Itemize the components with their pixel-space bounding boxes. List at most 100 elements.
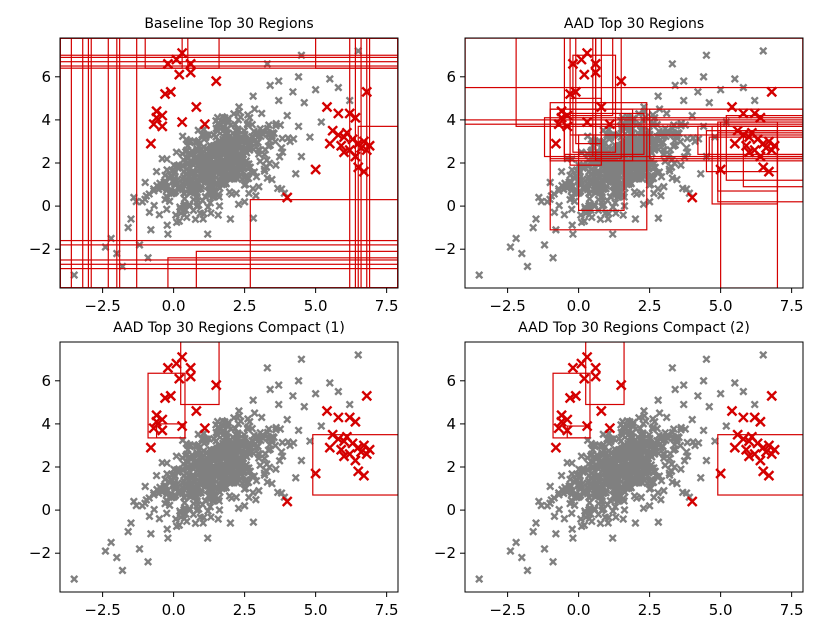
nominal-point (226, 149, 235, 158)
nominal-point (631, 453, 640, 462)
nominal-point (171, 515, 180, 524)
nominal-point (621, 450, 631, 459)
nominal-point (150, 505, 159, 514)
nominal-point (297, 152, 306, 161)
y-tick-label: 0 (446, 197, 456, 215)
nominal-point (557, 167, 566, 176)
nominal-point (641, 153, 650, 162)
nominal-point (173, 164, 183, 173)
nominal-point (645, 197, 654, 206)
region-rect (60, 38, 398, 67)
nominal-point (354, 46, 363, 55)
anomaly-point (281, 496, 293, 507)
nominal-point (547, 495, 556, 504)
nominal-point (642, 447, 651, 456)
nominal-point (554, 490, 563, 499)
nominal-point (149, 186, 158, 195)
nominal-point (672, 175, 681, 184)
region-rect (187, 38, 220, 69)
nominal-point (560, 210, 569, 219)
nominal-point (759, 46, 768, 55)
nominal-point (217, 172, 226, 181)
nominal-point (595, 173, 604, 182)
x-tick-label: 2.5 (233, 601, 257, 619)
nominal-point (649, 189, 658, 198)
nominal-point (142, 191, 151, 200)
nominal-point (146, 225, 155, 234)
region-rect (60, 38, 121, 288)
nominal-point (163, 486, 172, 495)
nominal-point (699, 426, 708, 435)
nominal-point (206, 513, 215, 522)
nominal-point (688, 415, 697, 424)
nominal-point (576, 491, 585, 500)
anomaly-point (151, 416, 162, 428)
nominal-point (235, 107, 244, 116)
nominal-point (177, 513, 186, 522)
nominal-point (567, 459, 576, 468)
nominal-point (257, 413, 266, 422)
nominal-point (662, 109, 671, 118)
nominal-point (506, 243, 515, 252)
nominal-point (235, 411, 244, 420)
nominal-point (605, 167, 614, 176)
nominal-point (256, 428, 265, 437)
nominal-point (649, 463, 658, 473)
region-rect (717, 434, 803, 496)
nominal-point (240, 197, 249, 206)
region-rect (60, 38, 84, 288)
nominal-point (249, 396, 258, 405)
nominal-point (668, 59, 677, 68)
nominal-point (236, 153, 245, 162)
nominal-point (317, 422, 326, 431)
nominal-point (609, 434, 619, 443)
nominal-point (214, 210, 223, 220)
anomaly-point (760, 142, 772, 154)
region-rect (312, 434, 398, 496)
nominal-point (529, 527, 538, 536)
x-tick-label: 5.0 (304, 297, 328, 315)
nominal-point (233, 428, 242, 438)
nominal-point (577, 522, 586, 531)
nominal-point (256, 124, 265, 133)
nominal-point (152, 471, 161, 480)
x-tick-label: 0.0 (567, 297, 591, 315)
nominal-point (141, 482, 150, 491)
anomaly-point (156, 425, 168, 436)
nominal-point (661, 461, 670, 470)
nominal-point (682, 488, 691, 498)
plot-area (70, 342, 398, 584)
nominal-point (213, 119, 222, 128)
region-rect (465, 38, 803, 89)
nominal-point (631, 214, 640, 224)
nominal-point (665, 167, 674, 176)
anomaly-point (165, 390, 177, 402)
nominal-point (145, 208, 154, 217)
nominal-point (297, 456, 306, 465)
anomaly-point (743, 450, 755, 462)
nominal-point (305, 437, 314, 446)
nominal-point (311, 389, 320, 398)
nominal-point (638, 174, 647, 183)
nominal-point (231, 424, 240, 433)
anomaly-point (561, 414, 573, 425)
nominal-point (590, 167, 599, 176)
nominal-point (191, 519, 200, 528)
anomaly-point (766, 448, 778, 460)
x-tick-label: 2.5 (638, 297, 662, 315)
nominal-point (568, 486, 577, 495)
nominal-point (195, 145, 204, 154)
x-tick-label: 7.5 (375, 297, 399, 315)
nominal-point (682, 184, 691, 194)
nominal-point (540, 544, 549, 553)
nominal-point (254, 182, 263, 191)
nominal-point (219, 441, 228, 450)
nominal-point (654, 396, 663, 405)
nominal-point (619, 514, 628, 524)
region-rect (595, 38, 803, 162)
region-rect (60, 38, 138, 288)
anomaly-point (738, 412, 749, 423)
chart-title: AAD Top 30 Regions Compact (1) (113, 320, 345, 336)
nominal-point (475, 271, 484, 280)
nominal-point (191, 215, 200, 224)
